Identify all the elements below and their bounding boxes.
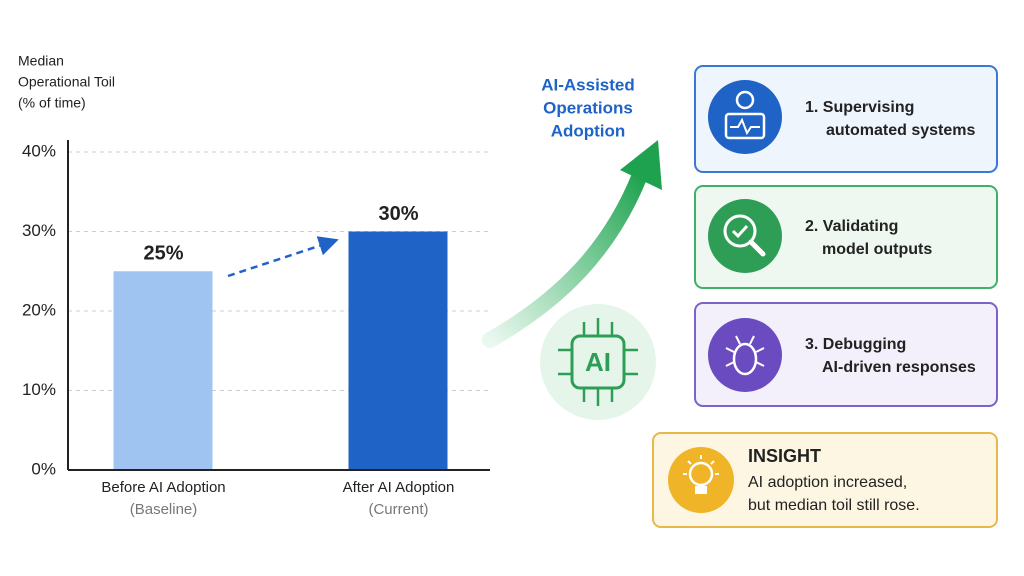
bar	[348, 231, 448, 470]
y-tick-label: 30%	[22, 221, 56, 240]
x-tick-sublabel: (Baseline)	[130, 501, 198, 518]
card-text: 2. Validating	[805, 218, 898, 235]
card-text: 1. Supervising	[805, 99, 914, 116]
card-text: automated systems	[826, 122, 975, 139]
flow-label: Adoption	[551, 121, 626, 140]
card-text: 3. Debugging	[805, 336, 906, 353]
insight-text: but median toil still rose.	[748, 497, 920, 514]
card-text: AI-driven responses	[822, 359, 976, 376]
bar	[113, 271, 213, 470]
y-tick-label: 20%	[22, 300, 56, 319]
card: 1. Supervising automated systems	[694, 65, 998, 173]
trend-arrow	[227, 236, 339, 278]
insight: INSIGHT AI adoption increased, but media…	[652, 432, 998, 528]
insight-text: AI adoption increased,	[748, 474, 907, 491]
y-tick-label: 10%	[22, 380, 56, 399]
card-text: model outputs	[822, 241, 932, 258]
growth-arrowhead	[620, 140, 662, 190]
ai-chip: AI	[540, 304, 656, 420]
flow-label: Operations	[543, 98, 633, 117]
insight-title: INSIGHT	[748, 446, 821, 466]
flow-label: AI-Assisted	[541, 75, 635, 94]
y-axis-label: Median	[18, 53, 64, 69]
y-tick-label: 40%	[22, 141, 56, 160]
card: 2. Validating model outputs	[694, 185, 998, 289]
x-tick-label: Before AI Adoption	[101, 479, 225, 496]
card: 3. Debugging AI-driven responses	[694, 302, 998, 407]
x-tick-sublabel: (Current)	[368, 501, 428, 518]
x-tick-label: After AI Adoption	[343, 479, 455, 496]
y-tick-label: 0%	[31, 459, 56, 478]
bar-chart: Median Operational Toil (% of time) 0% 10% 20…	[18, 53, 490, 518]
y-axis-label: (% of time)	[18, 95, 86, 111]
y-axis-label: Operational Toil	[18, 74, 115, 90]
chip-label: AI	[585, 347, 611, 377]
growth-arrow	[482, 167, 648, 348]
value-label: 30%	[378, 203, 418, 225]
value-label: 25%	[143, 243, 183, 265]
